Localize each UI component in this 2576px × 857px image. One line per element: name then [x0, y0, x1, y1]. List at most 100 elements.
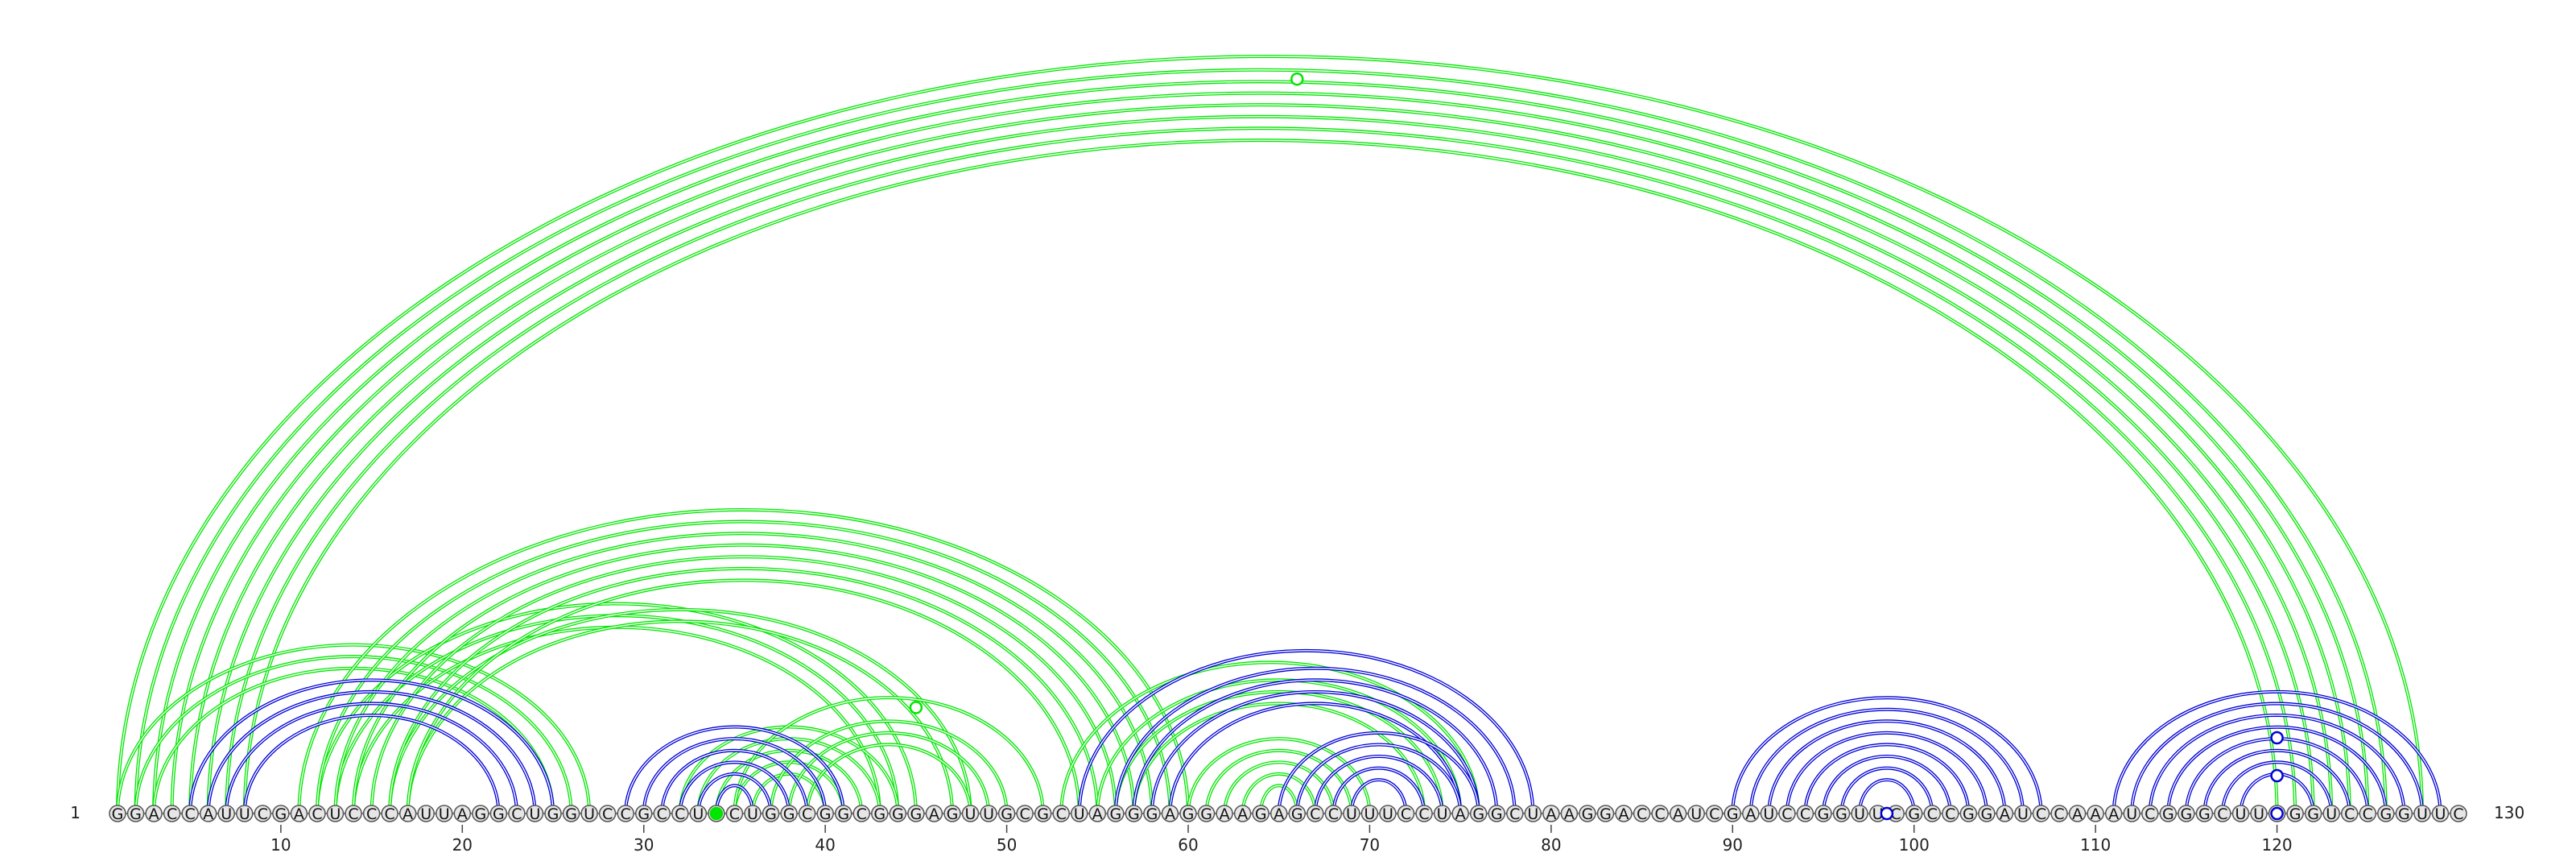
nucleotide-letter: U — [1382, 805, 1393, 823]
nucleotide-letter: C — [1800, 805, 1810, 823]
arc-marker — [709, 806, 724, 821]
nucleotide-letter: C — [602, 805, 613, 823]
nucleotide-letter: C — [1328, 805, 1339, 823]
nucleotide-letter: G — [1600, 805, 1612, 823]
nucleotide-node — [1615, 805, 1633, 822]
arc-highlight — [208, 691, 536, 814]
nucleotide-node — [1706, 805, 1724, 822]
nucleotide-letter: C — [857, 805, 867, 823]
nucleotide-letter: A — [2091, 805, 2101, 823]
nucleotide-node — [1687, 805, 1705, 822]
nucleotide-node — [362, 805, 381, 822]
nucleotide-node — [126, 805, 145, 822]
tick-label: 100 — [1899, 835, 1930, 855]
arc-highlight — [716, 750, 862, 814]
nucleotide-letter: C — [1509, 805, 1520, 823]
nucleotide-letter: U — [1872, 805, 1884, 823]
nucleotide-letter: U — [439, 805, 450, 823]
nucleotide-node — [744, 805, 762, 822]
arc-highlight — [225, 127, 2296, 814]
nucleotide-node — [580, 805, 598, 822]
arc-green-35-52 — [733, 696, 1045, 814]
nucleotide-letter: U — [965, 805, 976, 823]
nucleotide-node — [2431, 805, 2450, 822]
nucleotide-node — [1596, 805, 1615, 822]
nucleotide-node — [1669, 805, 1687, 822]
nucleotide-letter: G — [1109, 805, 1121, 823]
nucleotide-node — [326, 805, 345, 822]
nucleotide-node — [1088, 805, 1107, 822]
nucleotide-node — [1524, 805, 1542, 822]
nucleotide-node — [1832, 805, 1851, 822]
nucleotide-node — [1343, 805, 1360, 822]
nucleotide-letter: A — [1237, 805, 1248, 823]
arc-highlight — [733, 698, 1044, 814]
nucleotide-letter: C — [2453, 805, 2463, 823]
arc-marker — [2270, 768, 2284, 783]
nucleotide-node — [1433, 805, 1451, 822]
nucleotide-letter: G — [638, 805, 650, 823]
arc-highlight — [1133, 680, 1497, 814]
nucleotide-letter: G — [1582, 805, 1594, 823]
nucleotide-node — [2014, 805, 2032, 822]
nucleotide-node — [1469, 805, 1488, 822]
arc-highlight — [1732, 697, 2042, 814]
nucleotide-node — [725, 805, 744, 822]
tick-label: 80 — [1541, 835, 1561, 855]
nucleotide-node — [2450, 805, 2467, 822]
nucleotide-row: GGACCAUUCGACUCCCAUUAGGCUGGUCCGCCUCCUGGCG… — [109, 805, 2467, 823]
nucleotide-letter: G — [1255, 805, 1267, 823]
nucleotide-letter: G — [547, 805, 559, 823]
nucleotide-letter: C — [1310, 805, 1320, 823]
arc-highlight — [1079, 650, 1534, 814]
nucleotide-letter: U — [1074, 805, 1085, 823]
nucleotide-letter: U — [330, 805, 341, 823]
nucleotide-node — [2195, 805, 2214, 822]
tick-label: 10 — [270, 835, 291, 855]
nucleotide-letter: A — [2072, 805, 2083, 823]
arc-marker — [1880, 806, 1894, 821]
arc-highlight — [208, 116, 2314, 814]
end-label: 130 — [2494, 803, 2524, 822]
nucleotide-letter: A — [1673, 805, 1683, 823]
nucleotide-letter: C — [2344, 805, 2355, 823]
arc-highlight — [770, 720, 1008, 814]
arc-highlight — [679, 761, 790, 814]
nucleotide-letter: A — [294, 805, 304, 823]
nucleotide-letter: A — [1165, 805, 1175, 823]
arc-highlight — [625, 726, 844, 814]
nucleotide-node — [1307, 805, 1324, 822]
arc-highlight — [1115, 667, 1516, 814]
nucleotide-letter: G — [1001, 805, 1013, 823]
nucleotide-node — [1488, 805, 1505, 822]
nucleotide-node — [598, 805, 617, 822]
nucleotide-letter: A — [402, 805, 413, 823]
nucleotide-letter: U — [2017, 805, 2029, 823]
nucleotide-node — [1288, 805, 1307, 822]
nucleotide-letter: C — [384, 805, 394, 823]
nucleotide-node — [1579, 805, 1596, 822]
nucleotide-letter: G — [275, 805, 287, 823]
arc-highlight — [679, 727, 899, 814]
nucleotide-letter: U — [692, 805, 704, 823]
arc-highlight — [1260, 785, 1298, 814]
nucleotide-letter: C — [511, 805, 522, 823]
nucleotide-node — [889, 805, 907, 822]
nucleotide-letter: G — [493, 805, 505, 823]
tick-label: 70 — [1360, 835, 1380, 855]
nucleotide-letter: G — [112, 805, 124, 823]
nucleotide-node — [617, 805, 634, 822]
arc-highlight — [1133, 703, 1425, 814]
nucleotide-node — [2068, 805, 2087, 822]
nucleotide-letter: C — [348, 805, 358, 823]
nucleotide-node — [871, 805, 889, 822]
nucleotide-node — [689, 805, 708, 822]
tick-label: 30 — [634, 835, 654, 855]
nucleotide-letter: A — [1274, 805, 1284, 823]
nucleotide-letter: G — [2398, 805, 2410, 823]
nucleotide-letter: A — [1455, 805, 1466, 823]
nucleotide-letter: G — [1981, 805, 1993, 823]
arc-highlight — [1241, 773, 1316, 814]
arc-blue-91-106 — [1748, 707, 2025, 814]
nucleotide-node — [1651, 805, 1669, 822]
